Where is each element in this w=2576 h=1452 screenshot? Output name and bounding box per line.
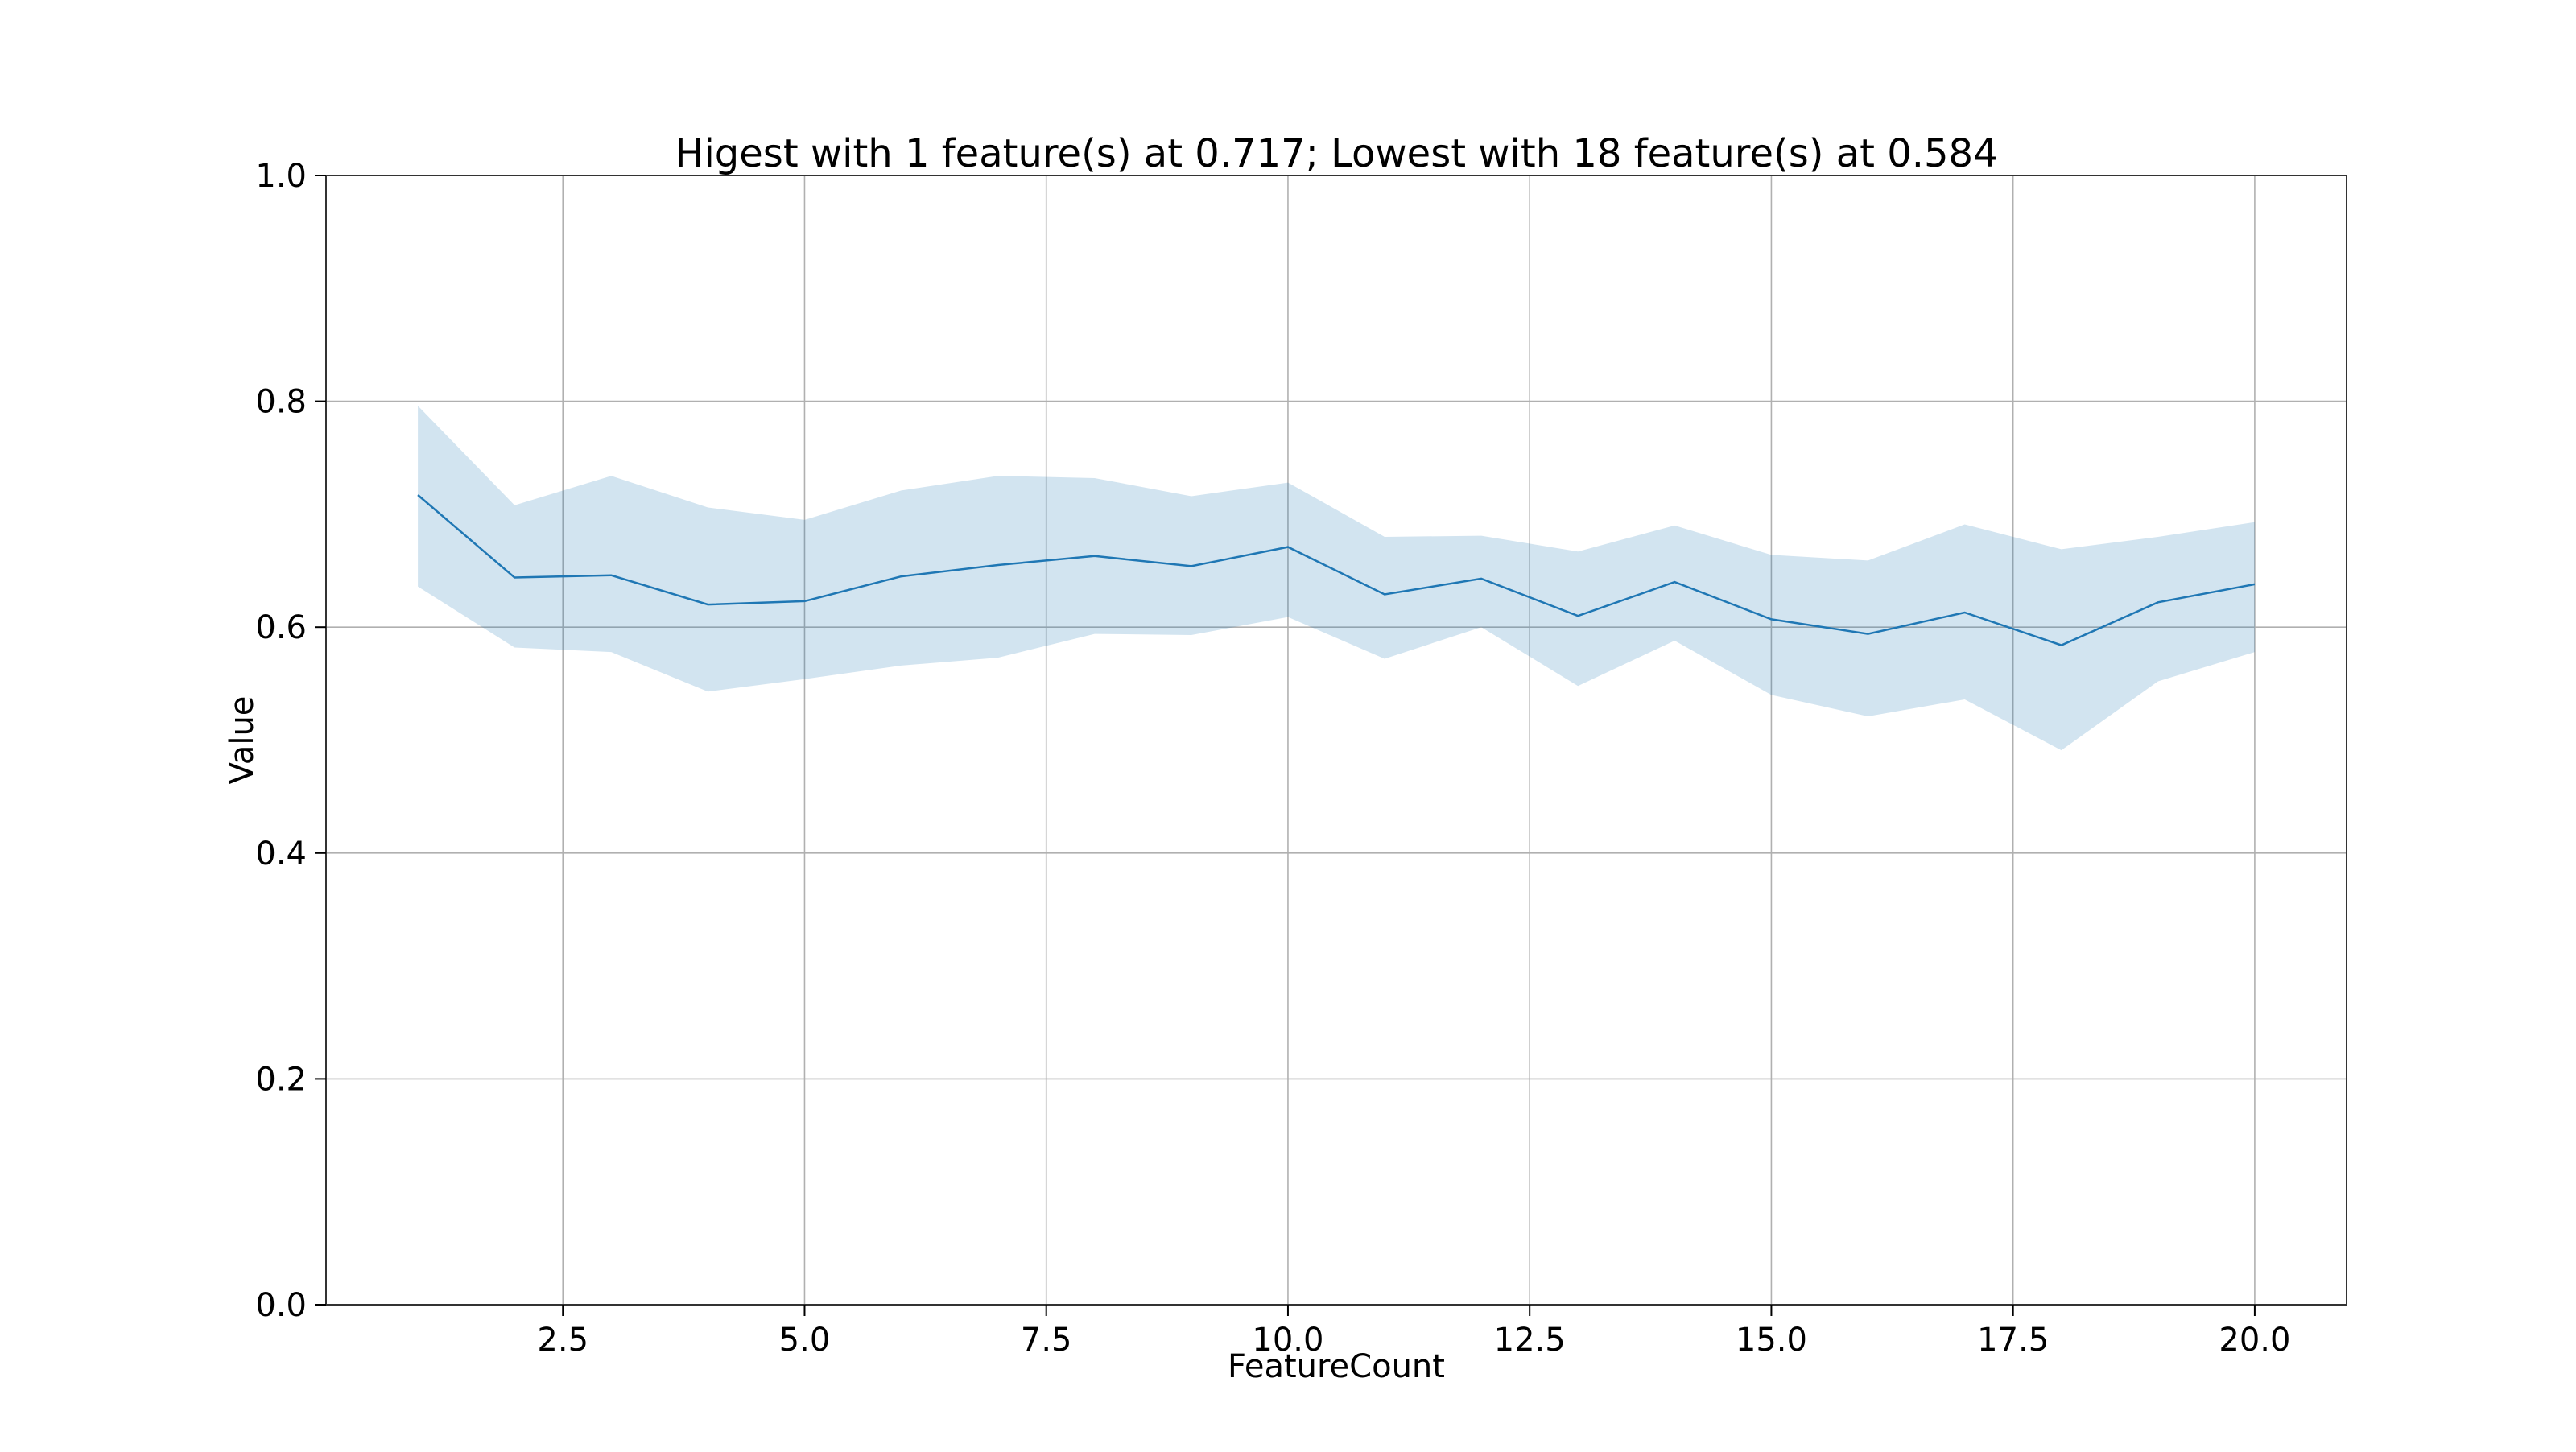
- y-axis-label: Value: [224, 696, 261, 785]
- x-axis-label: FeatureCount: [1228, 1348, 1445, 1385]
- y-tick-label: 0.2: [255, 1061, 307, 1098]
- x-tick-label: 17.5: [1977, 1322, 2049, 1359]
- x-tick-label: 20.0: [2219, 1322, 2290, 1359]
- x-tick-label: 5.0: [779, 1322, 831, 1359]
- axis-ticks: 2.5 5.0 7.5 10.0 12.5 15.0 17.5 20.0 0.0 0.2 0.4 0.…: [255, 158, 2290, 1359]
- y-tick-label: 0.8: [255, 384, 307, 421]
- y-tick-label: 0.0: [255, 1287, 307, 1324]
- series-line: [417, 494, 2256, 646]
- chart-title: Higest with 1 feature(s) at 0.717; Lowes…: [675, 131, 1997, 176]
- x-tick-label: 15.0: [1736, 1322, 1807, 1359]
- x-tick-label: 10.0: [1252, 1322, 1323, 1359]
- y-tick-label: 1.0: [255, 158, 307, 195]
- x-tick-label: 7.5: [1021, 1322, 1072, 1359]
- y-tick-label: 0.6: [255, 609, 307, 646]
- x-tick-label: 12.5: [1494, 1322, 1566, 1359]
- plot-area-frame: [325, 175, 2347, 1306]
- x-tick-label: 2.5: [537, 1322, 588, 1359]
- y-tick-label: 0.4: [255, 835, 307, 872]
- confidence-band: [418, 406, 2255, 751]
